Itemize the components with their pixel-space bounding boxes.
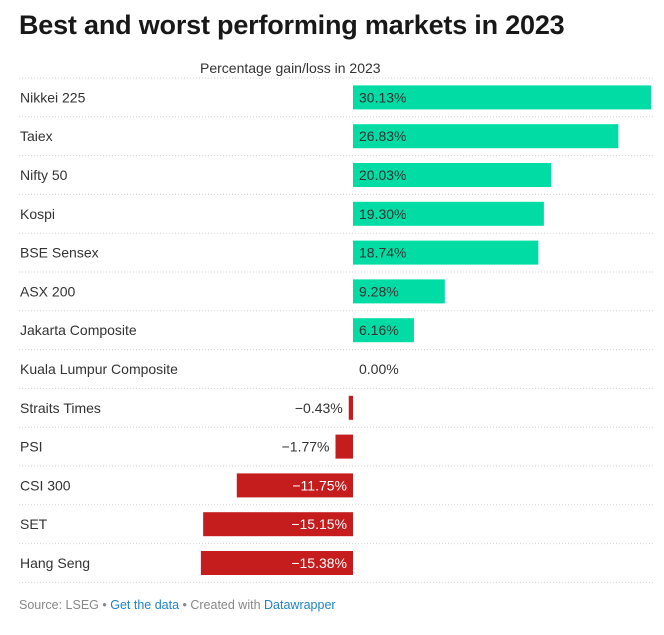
footer-separator: •	[98, 598, 111, 612]
category-label: Nikkei 225	[20, 89, 86, 105]
chart-footer: Source: LSEG • Get the data • Created wi…	[19, 598, 336, 612]
bar	[353, 279, 445, 304]
category-label: Kuala Lumpur Composite	[20, 361, 178, 377]
bar	[200, 551, 353, 575]
category-label: ASX 200	[20, 283, 75, 299]
bar	[335, 434, 353, 459]
created-with-text: • Created with	[179, 598, 265, 612]
bar	[353, 318, 414, 343]
category-label: Hang Seng	[20, 555, 90, 571]
value-label: 20.03%	[359, 167, 406, 183]
value-label: −11.75%	[292, 477, 347, 493]
value-label: 6.16%	[359, 322, 399, 338]
bar	[348, 395, 353, 420]
bar	[353, 201, 544, 226]
value-label: −1.77%	[282, 439, 330, 455]
chart-title: Best and worst performing markets in 202…	[19, 10, 565, 40]
bar	[353, 85, 651, 110]
category-label: Kospi	[20, 206, 55, 222]
value-label: 18.74%	[359, 245, 406, 261]
value-label: 30.13%	[359, 89, 406, 105]
value-label: −0.43%	[295, 400, 343, 416]
value-label: −15.38%	[291, 555, 347, 571]
source-text: Source: LSEG	[19, 598, 99, 612]
bar	[353, 240, 539, 265]
category-label: Straits Times	[20, 400, 101, 416]
category-label: CSI 300	[20, 477, 71, 493]
value-label: 26.83%	[359, 128, 406, 144]
bar	[203, 512, 353, 537]
bar	[236, 473, 353, 498]
datawrapper-link[interactable]: Datawrapper	[264, 598, 336, 612]
get-the-data-link[interactable]: Get the data	[110, 598, 180, 612]
value-label: 19.30%	[359, 206, 406, 222]
chart-subtitle: Percentage gain/loss in 2023	[200, 60, 381, 76]
value-label: 0.00%	[359, 361, 399, 377]
bar	[353, 163, 552, 187]
category-label: PSI	[20, 439, 43, 455]
category-label: Taiex	[20, 128, 53, 144]
bar	[353, 124, 619, 149]
category-label: Jakarta Composite	[20, 322, 137, 338]
category-label: SET	[20, 516, 48, 532]
value-label: 9.28%	[359, 283, 399, 299]
category-label: Nifty 50	[20, 167, 68, 183]
category-label: BSE Sensex	[20, 245, 99, 261]
value-label: −15.15%	[291, 516, 347, 532]
